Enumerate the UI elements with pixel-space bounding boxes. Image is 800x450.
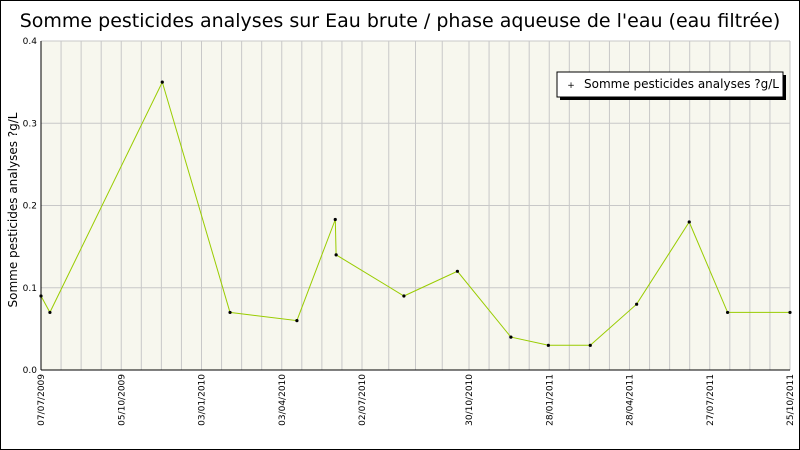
x-tick-label: 07/07/2009 — [37, 374, 47, 426]
y-tick-label: 0.3 — [23, 119, 37, 129]
series-line — [40, 80, 790, 346]
data-point — [455, 269, 460, 273]
data-point — [48, 310, 52, 315]
x-tick-label: 02/07/2010 — [358, 374, 368, 426]
legend-box — [556, 71, 784, 98]
data-point — [546, 343, 550, 347]
data-point — [295, 319, 299, 323]
x-tick-label: 28/01/2011 — [545, 374, 555, 426]
data-point — [687, 220, 691, 224]
x-tick-label: 30/10/2010 — [465, 374, 475, 426]
axis-ticks: 0.0 0.1 0.2 0.3 0.4 07/07/2009 05/10/2009 03/01… — [23, 37, 796, 426]
grid-lines — [40, 40, 791, 371]
x-tick-label: 05/10/2009 — [117, 374, 127, 426]
x-tick-label: 25/10/2011 — [786, 374, 796, 426]
data-point — [635, 302, 639, 306]
legend-label: Somme pesticides analyses ?g/L — [584, 77, 779, 91]
y-tick-label: 0.0 — [23, 366, 38, 376]
y-axis-label: Somme pesticides analyses ?g/L — [6, 112, 20, 307]
data-point — [228, 310, 232, 315]
data-point — [588, 343, 592, 347]
legend-marker: + — [567, 81, 575, 91]
data-point — [788, 310, 792, 315]
x-tick-label: 03/04/2010 — [278, 374, 288, 426]
legend: + Somme pesticides analyses ?g/L — [556, 71, 786, 100]
data-point — [39, 294, 43, 298]
data-point — [333, 217, 337, 222]
y-tick-label: 0.4 — [23, 37, 38, 47]
data-point — [160, 80, 164, 84]
chart-title: Somme pesticides analyses sur Eau brute … — [20, 10, 781, 32]
y-tick-label: 0.1 — [23, 284, 37, 294]
y-tick-label: 0.2 — [23, 202, 37, 212]
data-point — [334, 253, 338, 257]
data-series — [39, 80, 792, 347]
data-point — [725, 310, 730, 315]
data-point — [402, 294, 406, 298]
x-tick-label: 28/04/2011 — [626, 374, 636, 426]
data-point — [509, 335, 513, 339]
x-tick-label: 27/07/2011 — [706, 374, 716, 426]
x-tick-label: 03/01/2010 — [198, 374, 208, 426]
